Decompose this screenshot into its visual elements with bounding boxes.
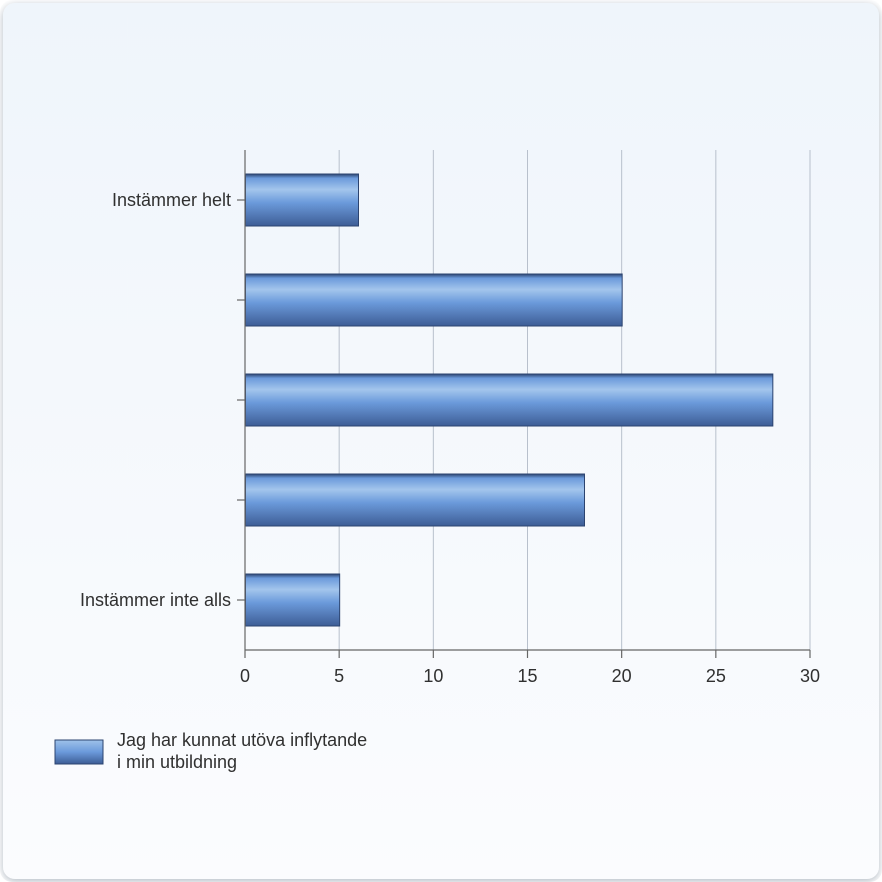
bar (246, 274, 623, 326)
legend-label-line2: i min utbildning (117, 752, 237, 772)
y-category-label: Instämmer inte alls (80, 590, 231, 610)
x-tick-label: 15 (517, 666, 537, 686)
bar (246, 474, 585, 526)
chart-svg: 0 5 10 15 20 25 30 Instämmer helt Instämmer int… (0, 0, 882, 882)
x-tick-label: 25 (706, 666, 726, 686)
x-tick-label: 0 (240, 666, 250, 686)
bar (246, 374, 773, 426)
y-category-label: Instämmer helt (112, 190, 231, 210)
legend-label-line1: Jag har kunnat utöva inflytande (117, 730, 367, 750)
chart-card: 0 5 10 15 20 25 30 Instämmer helt Instämmer int… (0, 0, 882, 882)
x-tick-label: 20 (612, 666, 632, 686)
x-tick-label: 30 (800, 666, 820, 686)
x-tick-label: 10 (423, 666, 443, 686)
x-tick-label: 5 (334, 666, 344, 686)
bar (246, 574, 340, 626)
legend-swatch (55, 740, 103, 764)
bar (246, 174, 359, 226)
